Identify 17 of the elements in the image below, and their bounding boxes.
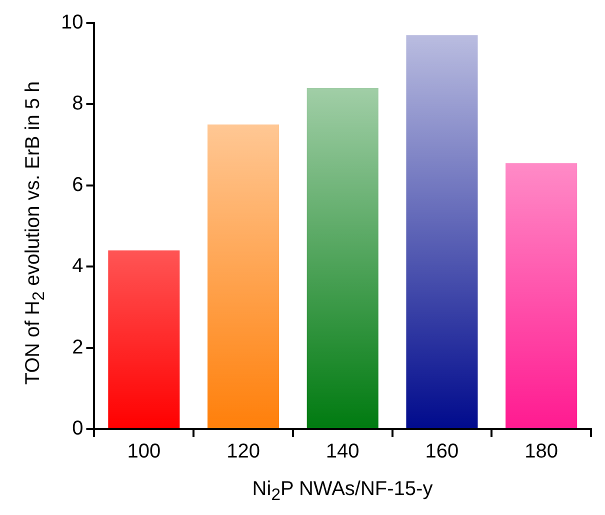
- y-tick-label: 2: [72, 336, 84, 358]
- y-tick-label: 4: [72, 255, 84, 278]
- x-tick-label: 160: [425, 440, 459, 463]
- x-tick-label: 180: [524, 440, 558, 463]
- x-axis-title: Ni$_{2}$P NWAs/NF-15-y: [251, 478, 434, 505]
- y-tick-label: 8: [72, 92, 84, 115]
- x-tick-label: 100: [127, 440, 161, 463]
- bar: [208, 124, 280, 428]
- x-tick-label: 120: [226, 440, 260, 463]
- bar: [306, 88, 378, 428]
- x-tick-label: 140: [326, 440, 360, 463]
- bar: [406, 35, 478, 428]
- bar: [108, 250, 180, 428]
- y-tick-label: 0: [72, 418, 84, 440]
- bar: [506, 163, 578, 428]
- y-tick-label: 6: [72, 174, 84, 196]
- y-tick-label: 10: [60, 12, 84, 34]
